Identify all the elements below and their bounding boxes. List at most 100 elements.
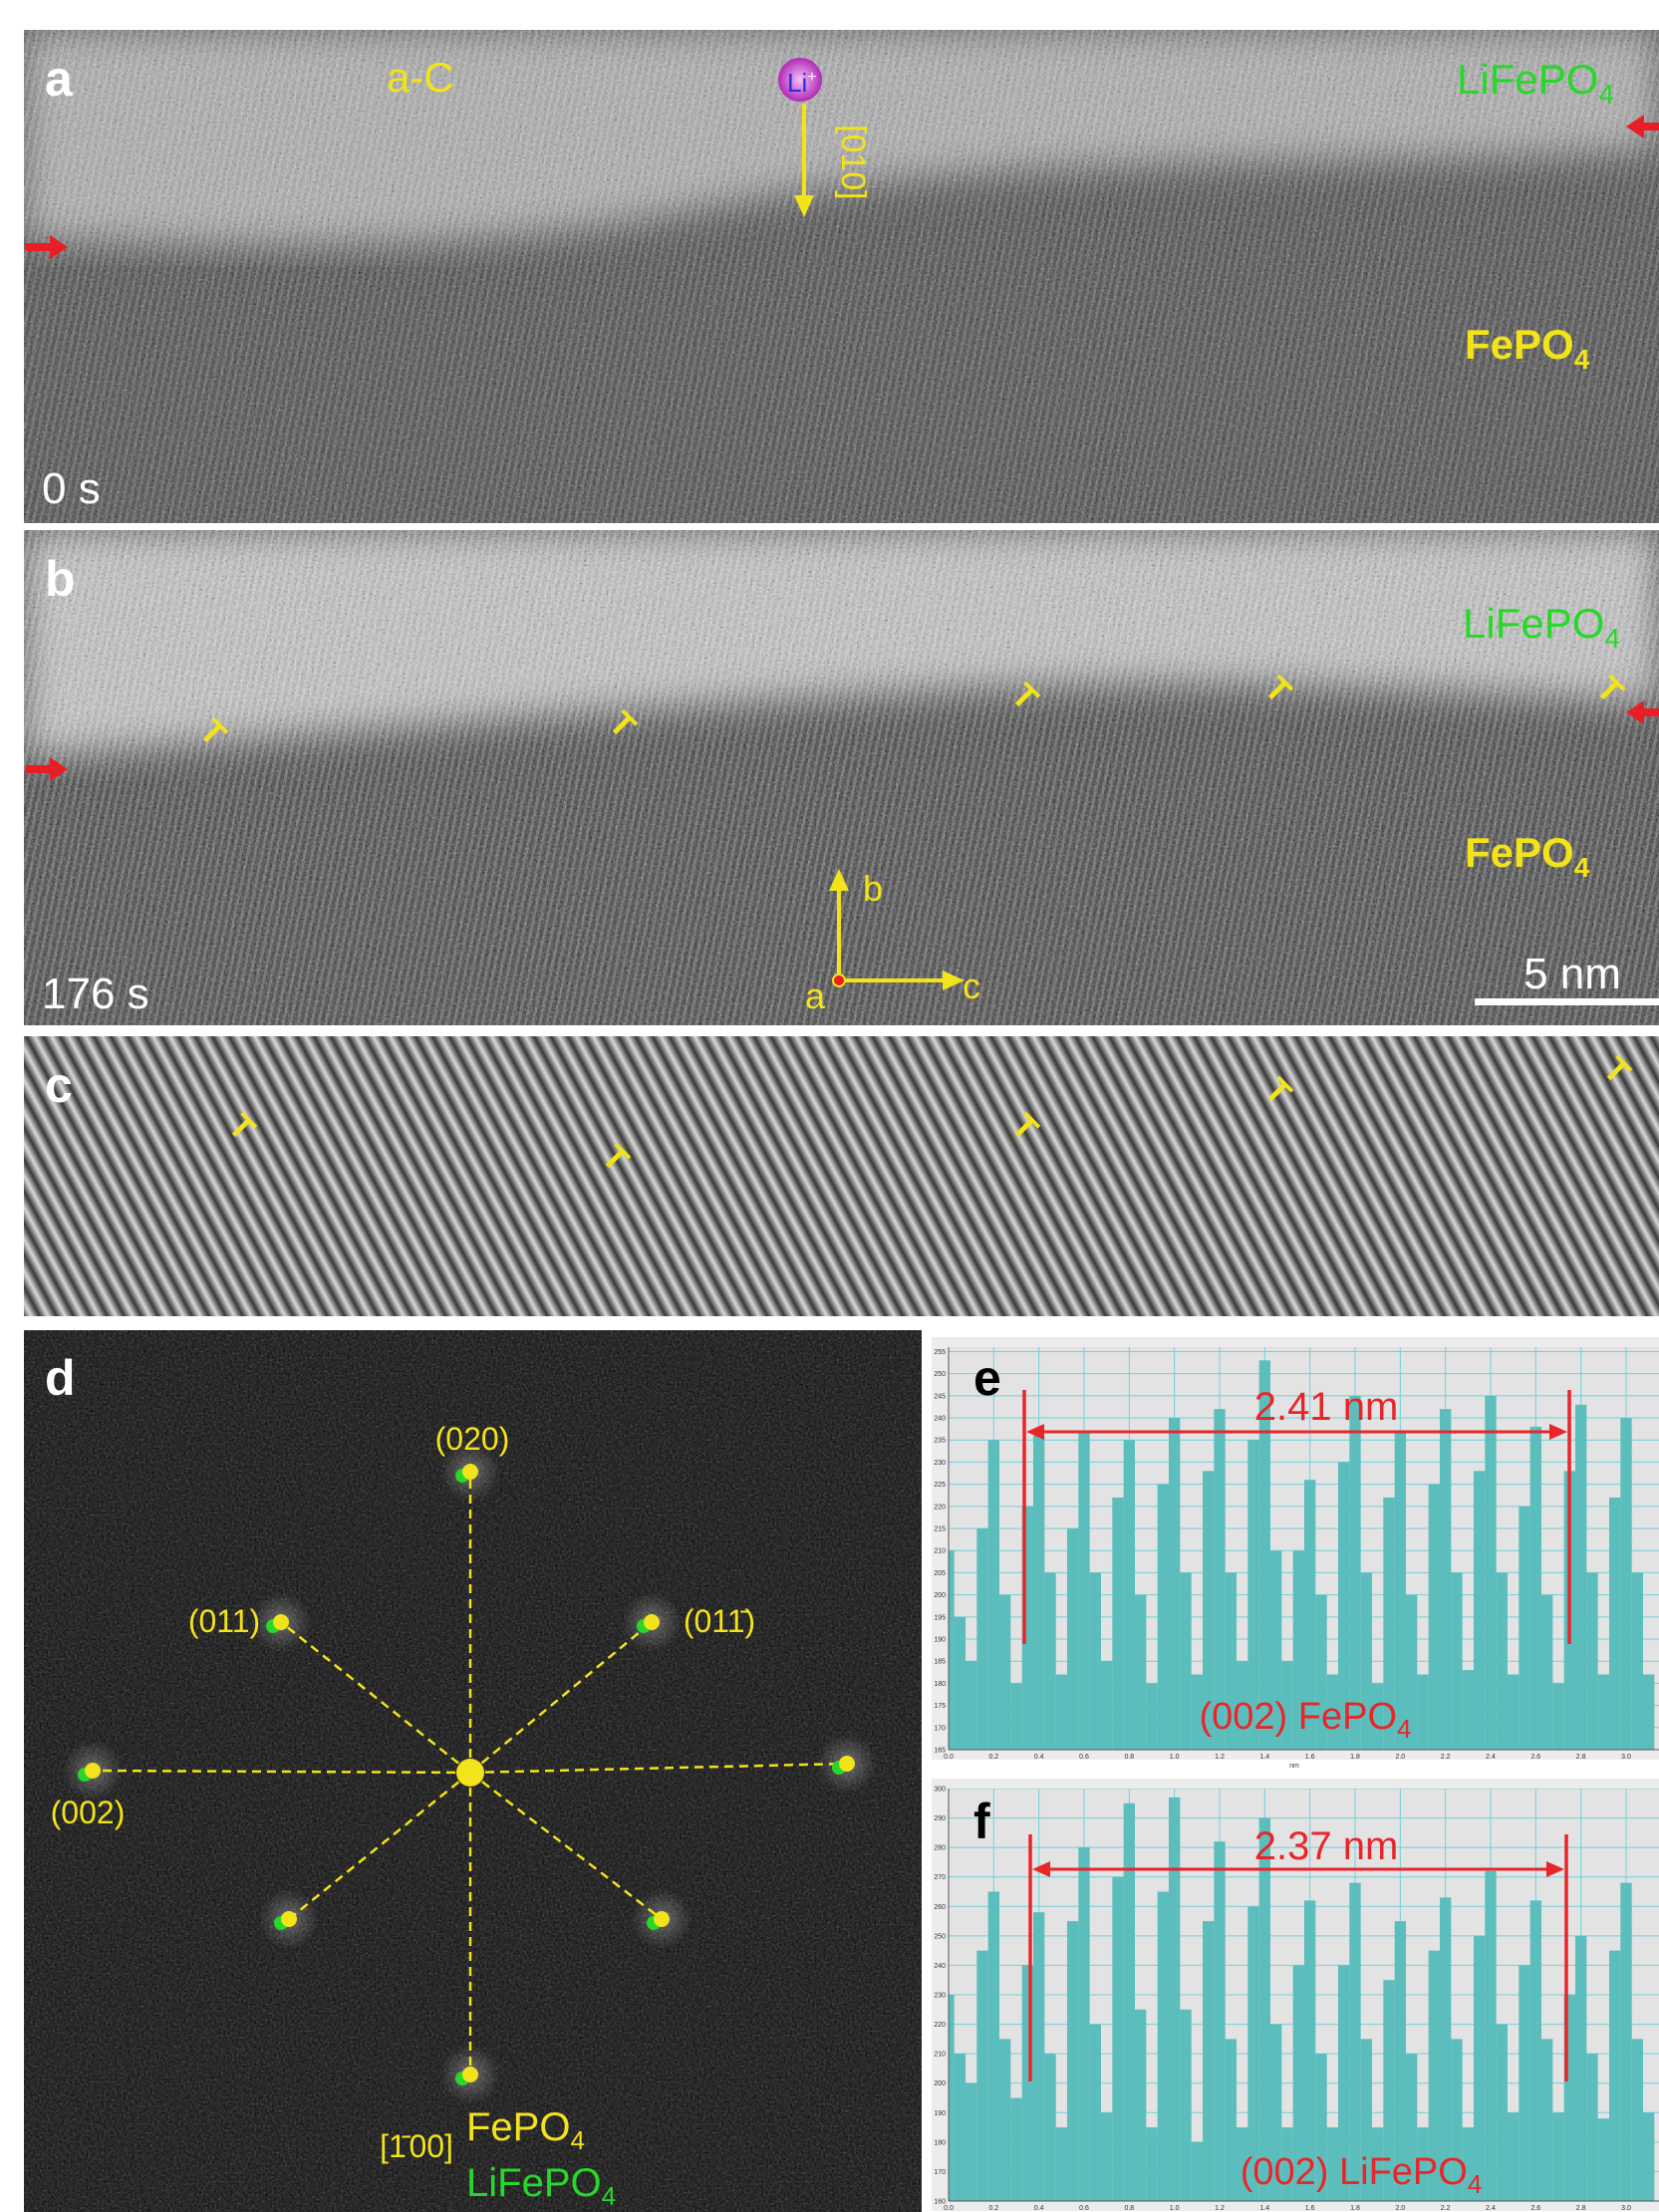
bar	[966, 2083, 976, 2201]
bar	[1541, 2039, 1552, 2201]
scale-bar-label: 5 nm	[1523, 950, 1621, 998]
scale-bar	[1475, 998, 1659, 1005]
bar	[1101, 2112, 1112, 2201]
y-tick-label: 225	[934, 1482, 946, 1489]
spot-label: (011)	[188, 1603, 260, 1639]
y-tick-label: 180	[934, 1681, 946, 1688]
bar	[1519, 1507, 1529, 1750]
bar	[999, 2039, 1010, 2201]
spot-yellow	[644, 1614, 660, 1630]
phase-label: FePO4	[1465, 829, 1590, 883]
x-tick-label: 2.8	[1576, 2205, 1586, 2212]
spot-yellow	[839, 1756, 855, 1772]
y-tick-label: 215	[934, 1526, 946, 1533]
bar	[1146, 2127, 1157, 2201]
legend-text: FePO	[466, 2105, 570, 2149]
bar	[1112, 1498, 1123, 1750]
bar	[1010, 1683, 1021, 1750]
phase-subscript: 4	[1574, 852, 1590, 883]
bar	[1101, 1661, 1112, 1750]
bar	[1169, 1418, 1180, 1750]
y-tick-label: 290	[934, 1815, 946, 1822]
axis-label: b	[863, 868, 883, 909]
spot-label: (002)	[51, 1795, 126, 1830]
spot-yellow	[654, 1911, 670, 1927]
phase-label: LiFePO4	[1463, 600, 1620, 654]
legend-entry: LiFePO4	[466, 2161, 616, 2211]
bar	[1508, 2112, 1519, 2201]
y-tick-label: 250	[934, 1933, 946, 1940]
bar	[988, 1892, 999, 2202]
bar	[1575, 1405, 1586, 1750]
axis-label: a	[805, 975, 826, 1016]
y-tick-label: 200	[934, 1592, 946, 1599]
bar	[1643, 2112, 1654, 2201]
tem-image-b	[24, 530, 1659, 1025]
phase-text: LiFePO	[1463, 600, 1604, 647]
bar	[1586, 2054, 1597, 2201]
x-tick-label: 1.0	[1170, 2205, 1180, 2212]
spot-label: (011̄)	[684, 1603, 755, 1639]
bar	[1497, 1572, 1508, 1750]
bar	[1056, 2127, 1067, 2201]
direction-label: [010]	[834, 125, 872, 200]
x-tick-label: 2.4	[1486, 1754, 1496, 1761]
x-tick-label: 2.0	[1395, 1754, 1405, 1761]
x-tick-label: 2.4	[1486, 2205, 1496, 2212]
y-tick-label: 240	[934, 1416, 946, 1423]
y-tick-label: 250	[934, 1371, 946, 1378]
bar	[1485, 1396, 1496, 1750]
x-tick-label: 2.6	[1530, 2205, 1540, 2212]
bar	[1598, 1675, 1609, 1750]
x-tick-label: 2.8	[1576, 1754, 1586, 1761]
bar	[1552, 1683, 1563, 1750]
profile-label: (002) FePO4	[1200, 1696, 1412, 1744]
bar	[976, 1951, 987, 2201]
bar	[1203, 1921, 1214, 2201]
bar	[1519, 1965, 1529, 2201]
panel-label: f	[973, 1794, 990, 1849]
y-tick-label: 170	[934, 1725, 946, 1732]
bar	[1044, 1572, 1055, 1750]
bar	[1575, 1936, 1586, 2201]
bar	[1609, 1951, 1620, 2201]
bar	[1530, 1427, 1541, 1750]
bar	[1033, 1912, 1044, 2201]
x-tick-label: 0.0	[944, 2205, 954, 2212]
bar	[1067, 1528, 1078, 1750]
x-tick-label: 1.0	[1170, 1754, 1180, 1761]
bar	[999, 1595, 1010, 1750]
panel-label: a	[45, 51, 74, 107]
profile-label-subscript: 4	[1468, 2169, 1482, 2199]
bar	[1497, 2025, 1508, 2201]
x-tick-label: 0.0	[944, 1754, 954, 1761]
bar	[1643, 1675, 1654, 1750]
profile-label-subscript: 4	[1397, 1714, 1411, 1744]
bar	[1632, 2039, 1643, 2201]
bar	[1067, 1921, 1078, 2201]
bar	[1451, 1572, 1462, 1750]
panel-label: b	[45, 551, 76, 607]
x-tick-label: 3.0	[1621, 1754, 1631, 1761]
phase-text: LiFePO	[1457, 56, 1598, 103]
y-tick-label: 270	[934, 1874, 946, 1881]
y-tick-label: 195	[934, 1614, 946, 1621]
x-tick-label: 2.6	[1530, 1754, 1540, 1761]
x-tick-label: 0.8	[1124, 1754, 1134, 1761]
axis-origin	[833, 974, 845, 986]
bar	[1169, 1797, 1180, 2201]
bar	[1259, 1818, 1270, 2201]
bar	[1429, 1485, 1440, 1750]
y-tick-label: 190	[934, 2110, 946, 2117]
bar	[1146, 1683, 1157, 1750]
x-tick-label: 3.0	[1621, 2205, 1631, 2212]
legend-text: LiFePO	[466, 2161, 602, 2205]
ion-symbol: Li	[787, 68, 807, 98]
bar	[1586, 1572, 1597, 1750]
bar	[1541, 1595, 1552, 1750]
bar	[1226, 2039, 1237, 2201]
panel-label: d	[45, 1350, 76, 1406]
x-tick-label: 1.4	[1259, 1754, 1269, 1761]
filtered-image-c	[24, 1036, 1659, 1316]
x-tick-label: 1.8	[1350, 1754, 1360, 1761]
